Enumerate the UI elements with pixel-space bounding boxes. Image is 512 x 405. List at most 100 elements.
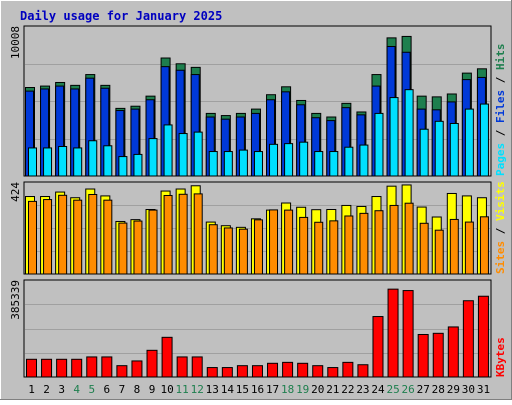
x-tick-label-day-27: 27 — [417, 383, 430, 396]
bar-pages-day-28 — [434, 120, 444, 177]
bar-kbytes-day-7 — [116, 365, 128, 378]
x-tick-label-day-21: 21 — [326, 383, 339, 396]
bar-sites-day-20 — [314, 221, 324, 275]
bar-pages-day-10 — [163, 124, 173, 177]
bar-sites-day-29 — [449, 218, 459, 275]
bar-kbytes-day-14 — [221, 367, 233, 378]
bar-kbytes-day-16 — [251, 365, 263, 378]
bar-pages-day-4 — [73, 147, 83, 177]
bar-sites-day-16 — [253, 219, 263, 275]
bar-kbytes-day-9 — [146, 349, 158, 378]
bar-sites-day-6 — [103, 199, 113, 275]
legend-sites: Sites — [494, 241, 507, 274]
axis-max-label-visits: 424 — [9, 182, 22, 202]
bar-pages-day-29 — [449, 122, 459, 177]
bar-pages-day-3 — [58, 146, 68, 177]
bar-kbytes-day-28 — [432, 332, 444, 378]
bar-pages-day-7 — [118, 156, 128, 177]
bars-layer — [25, 35, 489, 378]
bar-pages-day-25 — [389, 97, 399, 177]
bar-pages-day-26 — [404, 89, 414, 177]
bar-kbytes-day-27 — [417, 333, 429, 378]
x-tick-label-day-8: 8 — [134, 383, 141, 396]
bar-pages-day-8 — [133, 153, 143, 177]
x-tick-label-day-2: 2 — [43, 383, 50, 396]
x-tick-label-day-17: 17 — [266, 383, 279, 396]
bar-sites-day-1 — [28, 200, 37, 275]
x-tick-label-day-29: 29 — [447, 383, 460, 396]
x-tick-label-day-26: 26 — [402, 383, 415, 396]
x-tick-label-day-15: 15 — [236, 383, 249, 396]
bar-sites-day-15 — [238, 228, 248, 275]
x-tick-label-day-14: 14 — [221, 383, 235, 396]
bar-kbytes-day-20 — [312, 365, 324, 378]
bar-sites-day-24 — [374, 210, 384, 275]
bar-sites-day-2 — [43, 199, 53, 275]
axis-max-label-kbytes: 385339 — [9, 280, 22, 320]
legend-hits: Hits — [494, 44, 507, 71]
legend-sep-2: / — [494, 76, 507, 83]
bar-sites-day-7 — [118, 222, 128, 275]
bar-kbytes-day-11 — [176, 356, 188, 378]
x-tick-label-day-12: 12 — [191, 383, 204, 396]
bar-pages-day-21 — [329, 151, 339, 177]
bar-sites-day-22 — [344, 215, 354, 275]
bar-kbytes-day-30 — [462, 300, 474, 378]
bar-kbytes-day-6 — [101, 356, 113, 378]
bar-kbytes-day-26 — [402, 290, 414, 378]
x-tick-label-day-25: 25 — [386, 383, 399, 396]
bar-sites-day-13 — [208, 224, 218, 275]
bar-pages-day-18 — [284, 143, 294, 177]
bar-sites-day-19 — [299, 216, 309, 275]
bar-kbytes-day-29 — [447, 326, 459, 378]
bar-sites-day-27 — [419, 222, 429, 275]
bar-pages-day-31 — [479, 103, 489, 177]
bar-pages-day-24 — [374, 112, 384, 177]
bar-kbytes-day-17 — [267, 362, 279, 378]
bar-kbytes-day-2 — [41, 358, 53, 378]
x-tick-label-day-11: 11 — [176, 383, 189, 396]
bar-pages-day-9 — [148, 138, 158, 177]
bar-sites-day-5 — [88, 193, 98, 275]
bar-kbytes-day-19 — [297, 362, 309, 378]
x-tick-label-day-1: 1 — [28, 383, 35, 396]
x-tick-label-day-13: 13 — [206, 383, 219, 396]
bar-kbytes-day-25 — [387, 288, 399, 378]
x-tick-label-day-23: 23 — [356, 383, 369, 396]
bar-pages-day-17 — [269, 143, 279, 177]
legend-kbytes: KBytes — [494, 337, 507, 377]
bar-pages-day-16 — [253, 151, 263, 177]
x-tick-label-day-6: 6 — [104, 383, 111, 396]
bar-kbytes-day-22 — [342, 361, 354, 378]
x-tick-label-day-19: 19 — [296, 383, 309, 396]
bar-sites-day-28 — [434, 229, 444, 275]
bar-pages-day-12 — [193, 131, 203, 177]
x-tick-label-day-10: 10 — [160, 383, 173, 396]
x-tick-label-day-28: 28 — [432, 383, 445, 396]
bar-kbytes-day-10 — [161, 336, 173, 378]
bar-kbytes-day-15 — [236, 365, 248, 378]
bar-pages-day-22 — [344, 146, 354, 177]
bar-sites-day-3 — [58, 194, 68, 275]
bar-sites-day-23 — [359, 212, 369, 275]
bar-pages-day-15 — [238, 149, 248, 177]
bar-sites-day-17 — [269, 209, 279, 275]
bar-sites-day-21 — [329, 220, 339, 275]
bar-sites-day-18 — [284, 209, 294, 275]
bar-pages-day-23 — [359, 144, 369, 177]
bar-sites-day-25 — [389, 204, 399, 275]
bar-pages-day-6 — [103, 145, 113, 177]
bar-sites-day-30 — [464, 221, 474, 275]
x-tick-label-day-9: 9 — [149, 383, 156, 396]
bar-pages-day-19 — [299, 141, 309, 177]
bar-kbytes-day-1 — [26, 358, 37, 378]
bar-kbytes-day-18 — [282, 361, 294, 378]
bar-kbytes-day-21 — [327, 367, 339, 378]
legend-hits-files-pages: Pages / Files / Hits — [494, 44, 507, 177]
bar-sites-day-8 — [133, 220, 143, 275]
legend-sep-1: / — [494, 129, 507, 136]
bar-sites-day-11 — [178, 193, 188, 275]
axis-max-label-hits: 10008 — [9, 26, 22, 59]
legend-sep-3: / — [494, 227, 507, 234]
